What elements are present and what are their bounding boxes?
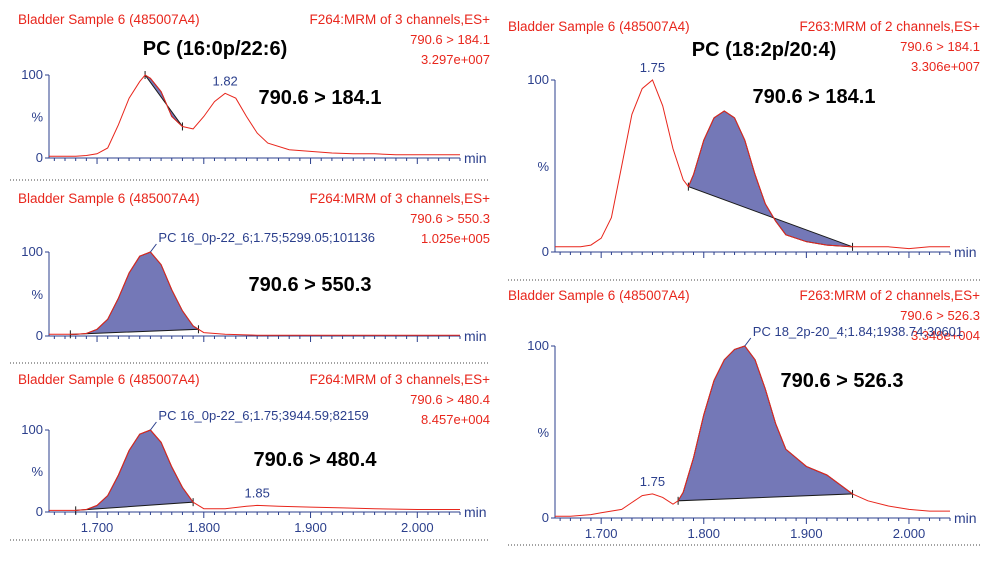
function-label: F264:MRM of 3 channels,ES+ xyxy=(310,12,491,27)
y-tick-label: 100 xyxy=(527,72,549,87)
intensity-label: 8.457e+004 xyxy=(421,412,490,427)
x-axis-unit: min xyxy=(464,150,487,166)
transition-callout: 790.6 > 550.3 xyxy=(249,274,372,296)
x-tick-label: 1.800 xyxy=(188,520,221,535)
intensity-label: 3.306e+007 xyxy=(911,59,980,74)
integrated-peak-area xyxy=(687,110,853,248)
peak-label: PC 16_0p-22_6;1.75;3944.59;82159 xyxy=(158,408,368,423)
chromatogram-trace xyxy=(555,345,950,517)
transition-callout: 790.6 > 480.4 xyxy=(254,449,378,471)
x-tick-label: 1.900 xyxy=(790,526,823,541)
x-tick-label: 1.700 xyxy=(585,526,618,541)
sample-name: Bladder Sample 6 (485007A4) xyxy=(18,12,200,27)
y-tick-label: 0 xyxy=(542,244,549,259)
y-tick-label: 0 xyxy=(36,150,43,165)
intensity-label: 3.297e+007 xyxy=(421,52,490,67)
chromatogram-panel: Bladder Sample 6 (485007A4) F263:MRM of 2… xyxy=(508,19,980,260)
peak-label-leader xyxy=(150,243,157,253)
chromatogram-trace xyxy=(49,429,460,511)
transition-label: 790.6 > 480.4 xyxy=(410,392,490,407)
transition-label: 790.6 > 550.3 xyxy=(410,211,490,226)
peak-label: 1.82 xyxy=(212,73,237,88)
y-tick-label: 0 xyxy=(36,504,43,519)
chromatogram-trace xyxy=(555,79,950,250)
x-tick-label: 2.000 xyxy=(401,520,434,535)
x-tick-label: 1.800 xyxy=(687,526,720,541)
y-tick-label: 100 xyxy=(21,67,43,82)
peak-label: PC 18_2p-20_4;1.84;1938.74;30601 xyxy=(753,324,963,339)
y-tick-label: % xyxy=(31,287,43,302)
chromatogram-panel: Bladder Sample 6 (485007A4) F264:MRM of 3… xyxy=(18,191,490,344)
x-axis-unit: min xyxy=(464,504,487,520)
y-tick-label: % xyxy=(537,159,549,174)
transition-label: 790.6 > 184.1 xyxy=(900,39,980,54)
chromatogram-panel: Bladder Sample 6 (485007A4) F263:MRM of 2… xyxy=(508,288,980,541)
x-axis-unit: min xyxy=(954,510,977,526)
y-tick-label: % xyxy=(31,464,43,479)
function-label: F264:MRM of 3 channels,ES+ xyxy=(310,191,491,206)
chromatogram-panel: Bladder Sample 6 (485007A4) F264:MRM of 3… xyxy=(18,372,490,535)
y-tick-label: 0 xyxy=(36,328,43,343)
x-tick-label: 1.900 xyxy=(294,520,327,535)
function-label: F263:MRM of 2 channels,ES+ xyxy=(800,19,981,34)
y-tick-label: % xyxy=(31,110,43,125)
y-tick-label: 100 xyxy=(21,244,43,259)
function-label: F263:MRM of 2 channels,ES+ xyxy=(800,288,981,303)
x-tick-label: 2.000 xyxy=(893,526,926,541)
x-axis-unit: min xyxy=(954,244,977,260)
lipid-title: PC (16:0p/22:6) xyxy=(143,38,288,60)
transition-label: 790.6 > 526.3 xyxy=(900,308,980,323)
peak-label: 1.75 xyxy=(640,474,665,489)
transition-callout: 790.6 > 184.1 xyxy=(753,86,876,108)
chromatogram-trace xyxy=(49,74,460,157)
peak-label: PC 16_0p-22_6;1.75;5299.05;101136 xyxy=(158,230,375,245)
sample-name: Bladder Sample 6 (485007A4) xyxy=(18,372,200,387)
sample-name: Bladder Sample 6 (485007A4) xyxy=(508,288,690,303)
function-label: F264:MRM of 3 channels,ES+ xyxy=(310,372,491,387)
chromatogram-panel: Bladder Sample 6 (485007A4) F264:MRM of 3… xyxy=(18,12,490,166)
transition-callout: 790.6 > 184.1 xyxy=(259,87,382,109)
sample-name: Bladder Sample 6 (485007A4) xyxy=(18,191,200,206)
y-tick-label: % xyxy=(537,425,549,440)
y-tick-label: 100 xyxy=(21,422,43,437)
x-axis-unit: min xyxy=(464,328,487,344)
transition-callout: 790.6 > 526.3 xyxy=(781,370,904,392)
peak-label: 1.75 xyxy=(640,60,665,75)
chromatogram-trace xyxy=(49,251,460,336)
y-tick-label: 100 xyxy=(527,338,549,353)
lipid-title: PC (18:2p/20:4) xyxy=(692,39,837,61)
x-tick-label: 1.700 xyxy=(81,520,114,535)
peak-label: 1.85 xyxy=(245,485,270,500)
transition-label: 790.6 > 184.1 xyxy=(410,32,490,47)
integrated-peak-area xyxy=(144,74,183,127)
peak-label-leader xyxy=(150,421,157,431)
intensity-label: 1.025e+005 xyxy=(421,231,490,246)
y-tick-label: 0 xyxy=(542,510,549,525)
peak-label-leader xyxy=(744,337,752,347)
sample-name: Bladder Sample 6 (485007A4) xyxy=(508,19,690,34)
intensity-label: 3.348e+004 xyxy=(911,328,980,343)
